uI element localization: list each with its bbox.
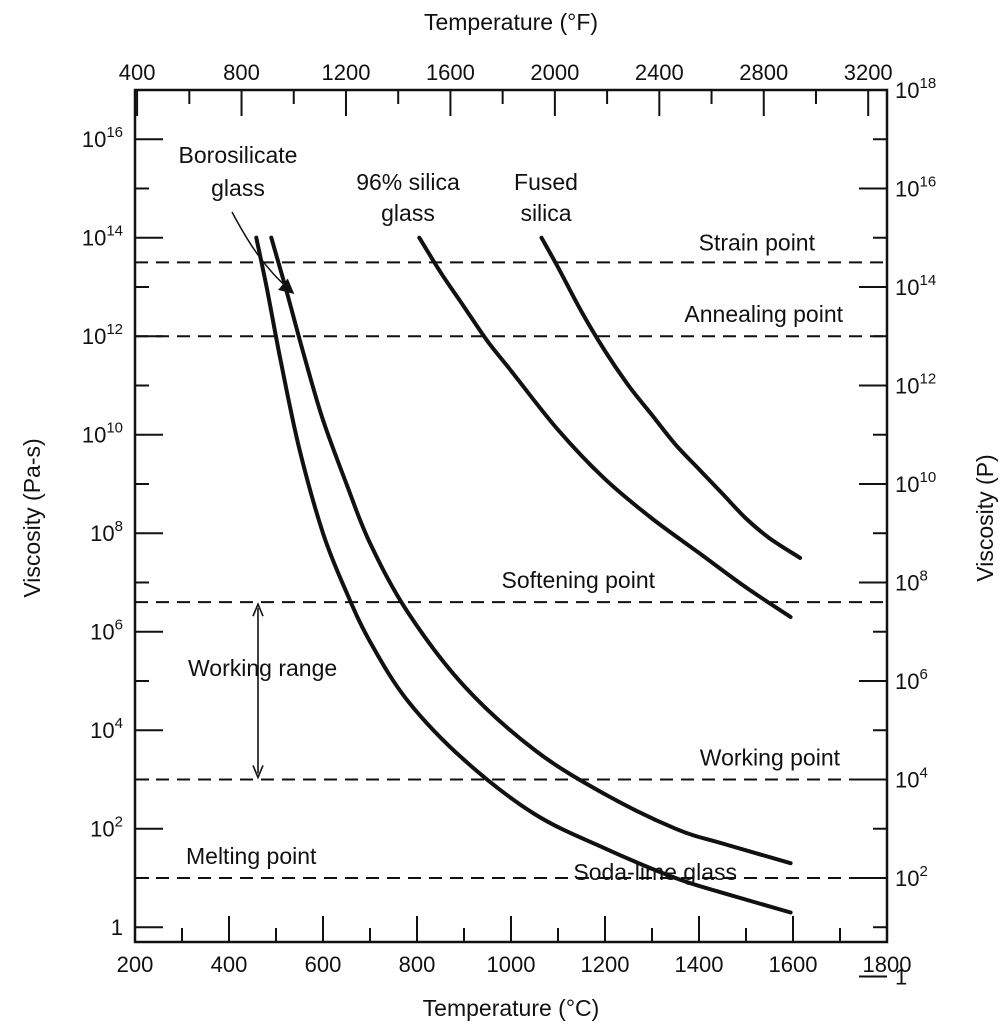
x-tick-label: 1200 xyxy=(581,952,630,977)
x2-tick-label: 400 xyxy=(119,60,156,85)
soda-lime-label: Soda-lime glass xyxy=(573,859,737,885)
x2-tick-label: 800 xyxy=(223,60,260,85)
y2-tick-label: 1 xyxy=(895,964,907,989)
y2-tick-label: 108 xyxy=(895,567,928,595)
x-tick-label: 1800 xyxy=(863,952,912,977)
fused-silica-label: silica xyxy=(520,200,571,226)
working-range-arrowhead-bottom xyxy=(252,765,264,780)
y-tick-label: 1010 xyxy=(82,420,123,448)
series-line-fused-silica xyxy=(539,235,803,560)
x2-tick-label: 2800 xyxy=(739,60,788,85)
x2-tick-label: 2000 xyxy=(530,60,579,85)
y2-tick-label: 1014 xyxy=(895,272,936,300)
x-tick-label: 600 xyxy=(305,952,342,977)
fused-silica-label: Fused xyxy=(514,169,578,195)
x-tick-label: 800 xyxy=(399,952,436,977)
x2-tick-label: 1200 xyxy=(322,60,371,85)
y-tick-label: 104 xyxy=(90,715,123,743)
x-tick-label: 400 xyxy=(211,952,248,977)
x-axis-label: Temperature (°C) xyxy=(423,995,600,1021)
working-range-arrowhead-top xyxy=(252,602,264,617)
left-y-axis-label: Viscosity (Pa-s) xyxy=(19,438,45,597)
y-tick-label: 108 xyxy=(90,518,123,546)
y2-tick-label: 1018 xyxy=(895,75,936,103)
borosilicate-label: glass xyxy=(211,175,265,201)
x-tick-label: 1000 xyxy=(487,952,536,977)
y-tick-label: 102 xyxy=(90,814,123,842)
x-tick-label: 1400 xyxy=(675,952,724,977)
series-line-borosilicate-glass xyxy=(269,235,793,866)
reference-line-label: Annealing point xyxy=(684,301,843,327)
series-line-soda-lime-glass xyxy=(254,235,793,915)
y-tick-label: 106 xyxy=(90,617,123,645)
x2-tick-label: 3200 xyxy=(844,60,893,85)
right-y-axis-label: Viscosity (P) xyxy=(972,454,998,581)
y-tick-label: 1 xyxy=(111,915,123,940)
y2-tick-label: 104 xyxy=(895,764,928,792)
reference-line-label: Strain point xyxy=(699,229,816,255)
reference-line-label: Working point xyxy=(700,744,841,770)
borosilicate-label: Borosilicate xyxy=(179,142,298,168)
silica96-label: glass xyxy=(381,200,435,226)
series-line-96-silica-glass xyxy=(417,235,793,619)
top-x-axis-label: Temperature (°F) xyxy=(424,9,598,35)
y-tick-label: 1014 xyxy=(82,223,123,251)
y2-tick-label: 1010 xyxy=(895,469,936,497)
reference-line-label: Softening point xyxy=(502,567,656,593)
y-tick-label: 1012 xyxy=(82,321,123,349)
plot-frame xyxy=(133,88,889,944)
working-range-label: Working range xyxy=(188,655,337,681)
x-tick-label: 1600 xyxy=(769,952,818,977)
borosilicate-pointer-arrow xyxy=(231,211,295,294)
silica96-label: 96% silica xyxy=(356,169,460,195)
reference-line-label: Melting point xyxy=(186,843,317,869)
x2-tick-label: 2400 xyxy=(635,60,684,85)
y2-tick-label: 1012 xyxy=(895,370,936,398)
x-tick-label: 200 xyxy=(117,952,154,977)
x2-tick-label: 1600 xyxy=(426,60,475,85)
y2-tick-label: 102 xyxy=(895,863,928,891)
y2-tick-label: 106 xyxy=(895,666,928,694)
y2-tick-label: 1016 xyxy=(895,173,936,201)
y-tick-label: 1016 xyxy=(82,124,123,152)
